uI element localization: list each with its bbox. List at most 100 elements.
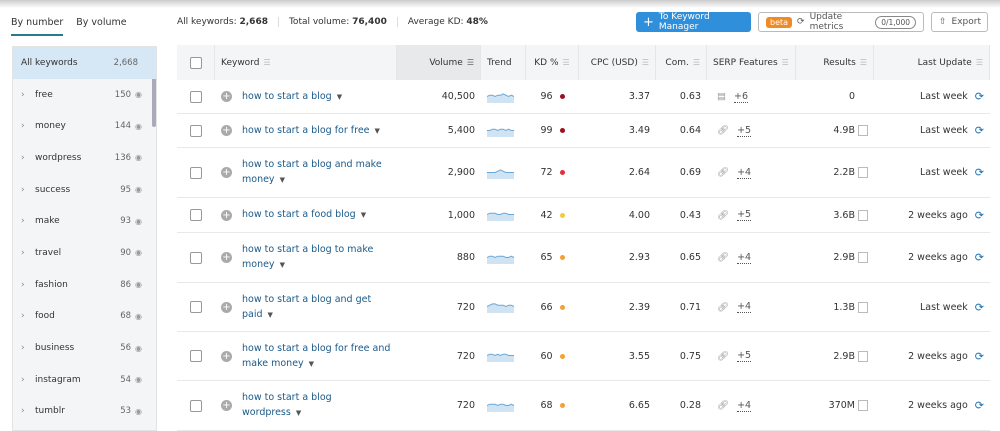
add-keyword-icon[interactable]: + bbox=[221, 252, 232, 263]
caret-down-icon[interactable]: ▼ bbox=[336, 92, 343, 101]
sidebar-item[interactable]: › instagram 54 ◉ bbox=[13, 364, 156, 396]
caret-down-icon[interactable]: ▼ bbox=[279, 176, 285, 184]
refresh-icon[interactable]: ⟳ bbox=[974, 399, 984, 412]
serp-snapshot-icon[interactable] bbox=[858, 167, 868, 178]
serp-features-more[interactable]: +5 bbox=[737, 124, 752, 137]
serp-snapshot-icon[interactable] bbox=[858, 301, 868, 313]
sidebar-item[interactable]: › success 95 ◉ bbox=[13, 174, 156, 206]
serp-features-more[interactable]: +4 bbox=[737, 166, 752, 179]
sidebar-item[interactable]: › business 56 ◉ bbox=[13, 332, 156, 364]
row-checkbox[interactable] bbox=[190, 399, 202, 412]
export-button[interactable]: ⇧ Export bbox=[931, 12, 988, 32]
eye-icon[interactable]: ◉ bbox=[135, 406, 142, 416]
sidebar-item[interactable]: › food 68 ◉ bbox=[13, 301, 156, 333]
update-metrics-button[interactable]: beta ⟳ Update metrics 0/1,000 bbox=[758, 12, 924, 32]
column-header[interactable]: CPC (USD) ☰ bbox=[579, 45, 656, 80]
add-keyword-icon[interactable]: + bbox=[221, 350, 232, 362]
column-header[interactable]: Last Update ☰ bbox=[874, 45, 990, 80]
column-header[interactable]: SERP Features ☰ bbox=[707, 45, 796, 80]
refresh-icon[interactable]: ⟳ bbox=[974, 300, 984, 314]
column-header[interactable]: Com. ☰ bbox=[656, 45, 707, 80]
serp-features-more[interactable]: +5 bbox=[737, 350, 752, 362]
eye-icon[interactable]: ◉ bbox=[135, 311, 142, 321]
keyword-link[interactable]: how to start a blog for free ▼ bbox=[242, 123, 380, 139]
eye-icon[interactable]: ◉ bbox=[135, 216, 142, 226]
serp-snapshot-icon[interactable] bbox=[858, 400, 868, 411]
serp-snapshot-icon[interactable] bbox=[858, 350, 868, 362]
sidebar-item[interactable]: › make 93 ◉ bbox=[13, 205, 156, 237]
add-keyword-icon[interactable]: + bbox=[221, 301, 232, 313]
add-keyword-icon[interactable]: + bbox=[221, 400, 232, 411]
refresh-icon[interactable]: ⟳ bbox=[974, 251, 984, 264]
column-header[interactable]: Results ☰ bbox=[796, 45, 874, 80]
row-checkbox[interactable] bbox=[190, 251, 202, 264]
eye-icon[interactable]: ◉ bbox=[135, 185, 142, 195]
row-checkbox[interactable] bbox=[190, 90, 202, 103]
sort-icon[interactable]: ☰ bbox=[562, 58, 570, 67]
refresh-icon[interactable]: ⟳ bbox=[974, 208, 984, 222]
serp-features-more[interactable]: +4 bbox=[737, 399, 752, 412]
caret-down-icon[interactable]: ▼ bbox=[295, 409, 302, 417]
sort-icon[interactable]: ☰ bbox=[466, 58, 474, 67]
keyword-link[interactable]: how to start a blog for free and make mo… bbox=[242, 341, 391, 372]
caret-down-icon[interactable]: ▼ bbox=[374, 126, 380, 135]
refresh-icon[interactable]: ⟳ bbox=[974, 90, 984, 103]
sort-icon[interactable]: ☰ bbox=[692, 58, 700, 67]
add-keyword-icon[interactable]: + bbox=[221, 91, 232, 102]
caret-down-icon[interactable]: ▼ bbox=[308, 359, 315, 368]
sort-icon[interactable]: ☰ bbox=[975, 58, 983, 67]
eye-icon[interactable]: ◉ bbox=[135, 280, 142, 290]
serp-snapshot-icon[interactable] bbox=[858, 209, 868, 221]
sidebar-item[interactable]: › free 150 ◉ bbox=[13, 79, 156, 111]
sidebar-item[interactable]: › money 144 ◉ bbox=[13, 110, 156, 142]
row-checkbox[interactable] bbox=[190, 301, 202, 313]
serp-snapshot-icon[interactable] bbox=[858, 125, 868, 136]
serp-features-more[interactable]: +4 bbox=[737, 301, 752, 313]
scrollbar[interactable] bbox=[152, 47, 156, 127]
sort-icon[interactable]: ☰ bbox=[641, 58, 649, 67]
column-header[interactable]: KD % ☰ bbox=[526, 45, 579, 80]
keyword-link[interactable]: how to start a blog wordpress ▼ bbox=[242, 390, 391, 421]
keyword-link[interactable]: how to start a blog ▼ bbox=[242, 89, 342, 105]
row-checkbox[interactable] bbox=[190, 124, 202, 137]
refresh-icon[interactable]: ⟳ bbox=[974, 124, 984, 137]
select-all-checkbox[interactable] bbox=[189, 56, 202, 69]
keyword-link[interactable]: how to start a blog to make money ▼ bbox=[242, 242, 391, 273]
serp-snapshot-icon[interactable] bbox=[858, 252, 868, 263]
keyword-link[interactable]: how to start a food blog ▼ bbox=[242, 207, 366, 223]
to-keyword-manager-button[interactable]: + To Keyword Manager bbox=[636, 12, 751, 32]
sidebar-item[interactable]: › wordpress 136 ◉ bbox=[13, 142, 156, 174]
add-keyword-icon[interactable]: + bbox=[221, 209, 232, 221]
add-keyword-icon[interactable]: + bbox=[221, 125, 232, 136]
row-checkbox[interactable] bbox=[190, 166, 202, 179]
eye-icon[interactable]: ◉ bbox=[135, 248, 142, 258]
tab-by-volume[interactable]: By volume bbox=[76, 17, 127, 28]
serp-features-more[interactable]: +4 bbox=[737, 251, 752, 264]
sidebar-item[interactable]: › tumblr 53 ◉ bbox=[13, 396, 156, 428]
eye-icon[interactable]: ◉ bbox=[135, 375, 142, 385]
sort-icon[interactable]: ☰ bbox=[263, 58, 271, 67]
column-header[interactable]: Trend bbox=[481, 45, 526, 80]
keyword-link[interactable]: how to start a blog and make money ▼ bbox=[242, 157, 391, 188]
refresh-icon[interactable]: ⟳ bbox=[974, 349, 984, 363]
serp-features-more[interactable]: +6 bbox=[733, 90, 748, 103]
sort-icon[interactable]: ☰ bbox=[781, 58, 789, 67]
keyword-link[interactable]: how to start a blog and get paid ▼ bbox=[242, 292, 391, 323]
add-keyword-icon[interactable]: + bbox=[221, 167, 232, 178]
row-checkbox[interactable] bbox=[190, 209, 202, 221]
eye-icon[interactable]: ◉ bbox=[135, 153, 142, 163]
caret-down-icon[interactable]: ▼ bbox=[267, 310, 273, 319]
column-header[interactable]: Volume ☰ bbox=[397, 45, 481, 80]
sidebar-item[interactable]: › fashion 86 ◉ bbox=[13, 269, 156, 301]
sort-icon[interactable]: ☰ bbox=[859, 58, 867, 67]
sidebar-item[interactable]: › travel 90 ◉ bbox=[13, 237, 156, 269]
eye-icon[interactable]: ◉ bbox=[135, 343, 142, 353]
eye-icon[interactable]: ◉ bbox=[135, 121, 142, 131]
serp-features-more[interactable]: +5 bbox=[737, 209, 752, 221]
sidebar-item[interactable]: All keywords 2,668 bbox=[13, 47, 156, 79]
caret-down-icon[interactable]: ▼ bbox=[279, 261, 285, 269]
column-header[interactable]: Keyword ☰ bbox=[215, 45, 397, 80]
row-checkbox[interactable] bbox=[190, 350, 202, 362]
eye-icon[interactable]: ◉ bbox=[135, 90, 142, 100]
tab-by-number[interactable]: By number bbox=[11, 17, 64, 36]
